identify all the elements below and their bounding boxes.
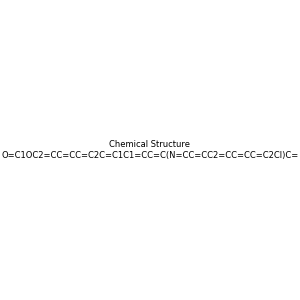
Text: Chemical Structure
O=C1OC2=CC=CC=C2C=C1C1=CC=C(N=CC=CC2=CC=CC=C2Cl)C=: Chemical Structure O=C1OC2=CC=CC=C2C=C1C… — [2, 140, 298, 160]
